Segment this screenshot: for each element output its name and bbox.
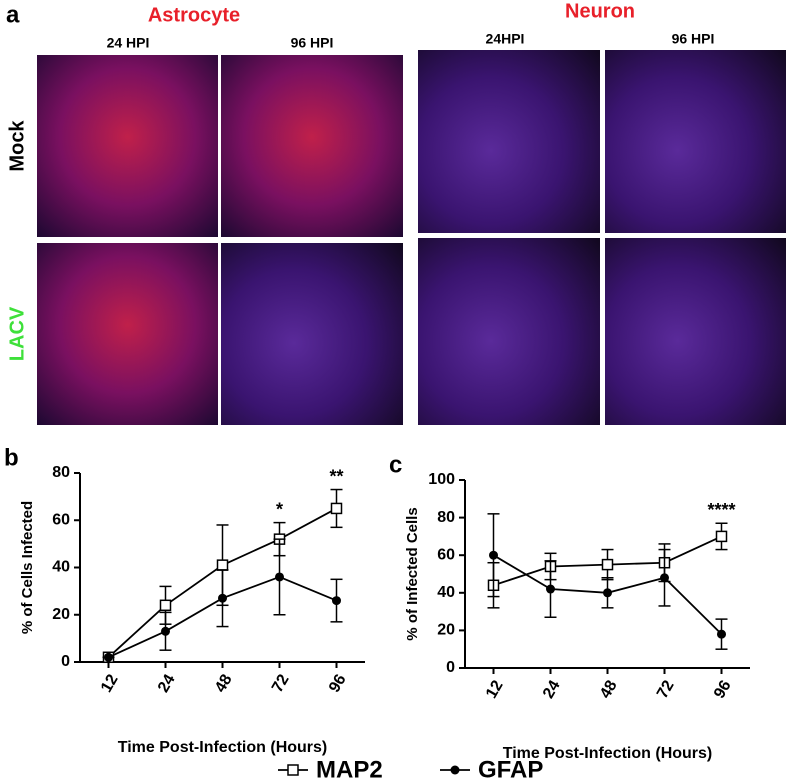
x-tick-label: 48 (597, 678, 621, 702)
legend-label: MAP2 (316, 756, 383, 783)
micrograph (37, 243, 218, 425)
micrograph (221, 243, 403, 425)
row-label: Mock (6, 120, 28, 172)
y-tick-label: 60 (52, 511, 70, 528)
x-tick-label: 96 (326, 672, 350, 696)
x-tick-label: 24 (540, 678, 564, 702)
marker (660, 573, 669, 583)
marker (218, 593, 227, 603)
marker (330, 502, 343, 515)
marker (546, 584, 555, 594)
y-tick-label: 60 (437, 546, 455, 563)
marker (332, 596, 341, 606)
x-tick-label: 48 (212, 672, 236, 696)
panel-label: a (6, 1, 20, 28)
y-tick-label: 80 (52, 464, 70, 481)
marker (717, 629, 726, 639)
marker (603, 588, 612, 598)
marker (159, 599, 172, 612)
y-tick-label: 0 (446, 659, 455, 676)
marker (601, 558, 614, 571)
column-label: 96 HPI (291, 35, 334, 51)
y-tick-label: 80 (437, 509, 455, 526)
x-tick-label: 24 (155, 672, 179, 696)
annotation: ** (329, 466, 343, 486)
x-axis-label: Time Post-Infection (Hours) (118, 739, 328, 756)
marker (489, 550, 498, 560)
marker (275, 572, 284, 582)
micrograph (418, 238, 600, 425)
x-axis-label: Time Post-Infection (Hours) (503, 745, 713, 762)
y-tick-label: 0 (61, 653, 70, 670)
marker (715, 530, 728, 543)
marker (104, 652, 113, 662)
column-label: 24 HPI (107, 35, 150, 51)
micrograph (605, 238, 786, 425)
y-tick-label: 40 (437, 584, 455, 601)
micrograph (605, 50, 786, 233)
panel-label: b (4, 444, 19, 471)
y-tick-label: 100 (428, 471, 455, 488)
y-axis-label: % of Infected Cells (404, 507, 421, 640)
marker (216, 559, 229, 571)
y-tick-label: 20 (437, 622, 455, 639)
x-tick-label: 12 (98, 672, 122, 696)
column-label: 24HPI (486, 31, 525, 47)
micrographs (37, 50, 786, 425)
column-label: 96 HPI (672, 31, 715, 47)
y-axis-label: % of Cells Infected (19, 501, 36, 634)
micrograph (221, 55, 403, 237)
y-tick-label: 40 (52, 559, 70, 576)
x-tick-label: 72 (654, 678, 678, 702)
x-tick-label: 96 (711, 678, 735, 702)
group-title: Neuron (565, 0, 635, 22)
annotation: * (276, 499, 283, 519)
marker (161, 626, 170, 636)
x-tick-label: 12 (483, 678, 507, 702)
micrograph (418, 50, 600, 233)
row-label: LACV (6, 306, 28, 361)
micrograph (37, 55, 218, 237)
panel-label: c (389, 451, 402, 478)
y-tick-label: 20 (52, 606, 70, 623)
x-tick-label: 72 (269, 672, 293, 696)
group-title: Astrocyte (148, 4, 240, 26)
legend-marker (450, 765, 460, 775)
legend-label: GFAP (478, 756, 543, 783)
legend-marker (287, 764, 299, 776)
annotation: **** (707, 500, 735, 520)
